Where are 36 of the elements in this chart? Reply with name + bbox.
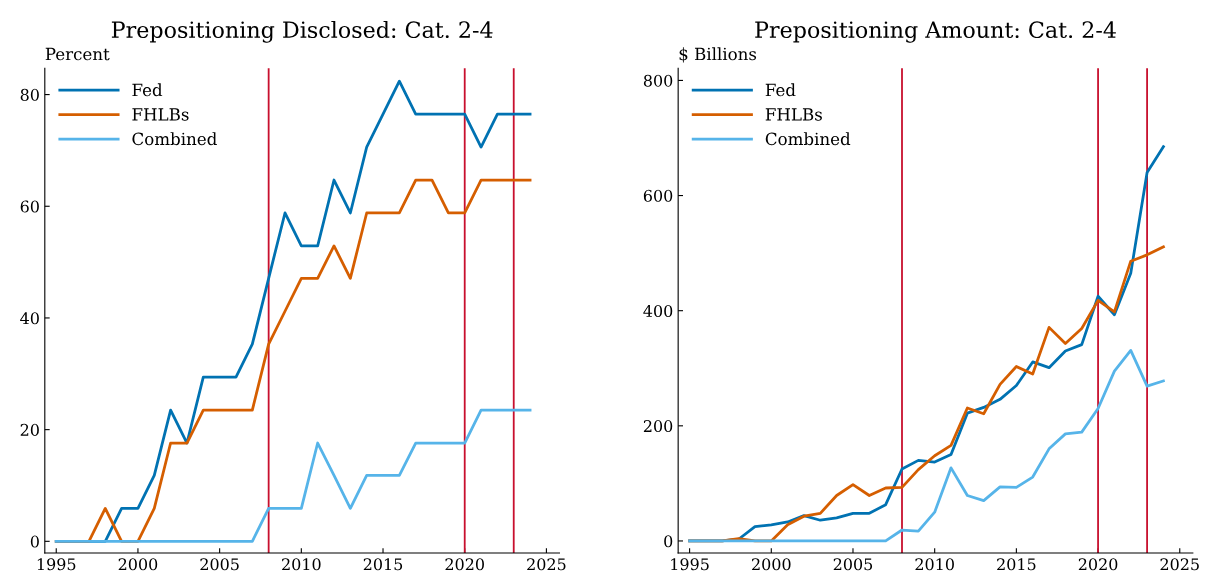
- line-series: [688, 349, 1165, 543]
- x-tick-label: 2020: [1078, 558, 1118, 571]
- x-tick-label: 2000: [752, 558, 791, 571]
- legend-label: Fed: [765, 83, 796, 97]
- x-tick-label: 1995: [671, 558, 709, 571]
- x-tick-label: 2015: [997, 558, 1036, 571]
- chart-title: Prepositioning Amount: Cat. 2-4: [755, 21, 1116, 43]
- y-tick-label: 0: [664, 535, 673, 548]
- y-tick-label: 200: [643, 420, 673, 433]
- legend-label: Combined: [765, 132, 851, 146]
- y-tick-label: 600: [643, 189, 673, 202]
- y-tick-label: 60: [20, 200, 39, 213]
- line-series: [54, 408, 532, 543]
- y-tick-label: 400: [643, 304, 673, 317]
- y-tick-label: 80: [20, 88, 39, 101]
- x-tick-label: 2005: [200, 558, 239, 571]
- y-axis-title: $ Billions: [679, 47, 757, 63]
- y-tick-label: 20: [20, 423, 39, 436]
- x-tick-label: 2000: [118, 558, 158, 571]
- chart-title: Prepositioning Disclosed: Cat. 2-4: [111, 20, 493, 43]
- x-tick-label: 2010: [915, 558, 954, 571]
- x-tick-label: 2015: [363, 558, 403, 571]
- x-tick-label: 2010: [282, 558, 321, 571]
- legend-label: Combined: [132, 132, 217, 146]
- y-axis-title: Percent: [45, 47, 110, 61]
- x-tick-label: 2025: [527, 558, 566, 571]
- x-tick-label: 2005: [833, 558, 873, 571]
- y-tick-label: 40: [20, 312, 39, 325]
- legend-label: Fed: [132, 83, 163, 97]
- y-tick-label: 800: [643, 74, 673, 87]
- x-tick-label: 1995: [37, 558, 76, 571]
- y-tick-label: 0: [30, 535, 39, 548]
- x-tick-label: 2020: [445, 558, 484, 571]
- legend-label: FHLBs: [765, 108, 822, 121]
- legend-label: FHLBs: [132, 108, 189, 121]
- x-tick-label: 2025: [1160, 558, 1199, 571]
